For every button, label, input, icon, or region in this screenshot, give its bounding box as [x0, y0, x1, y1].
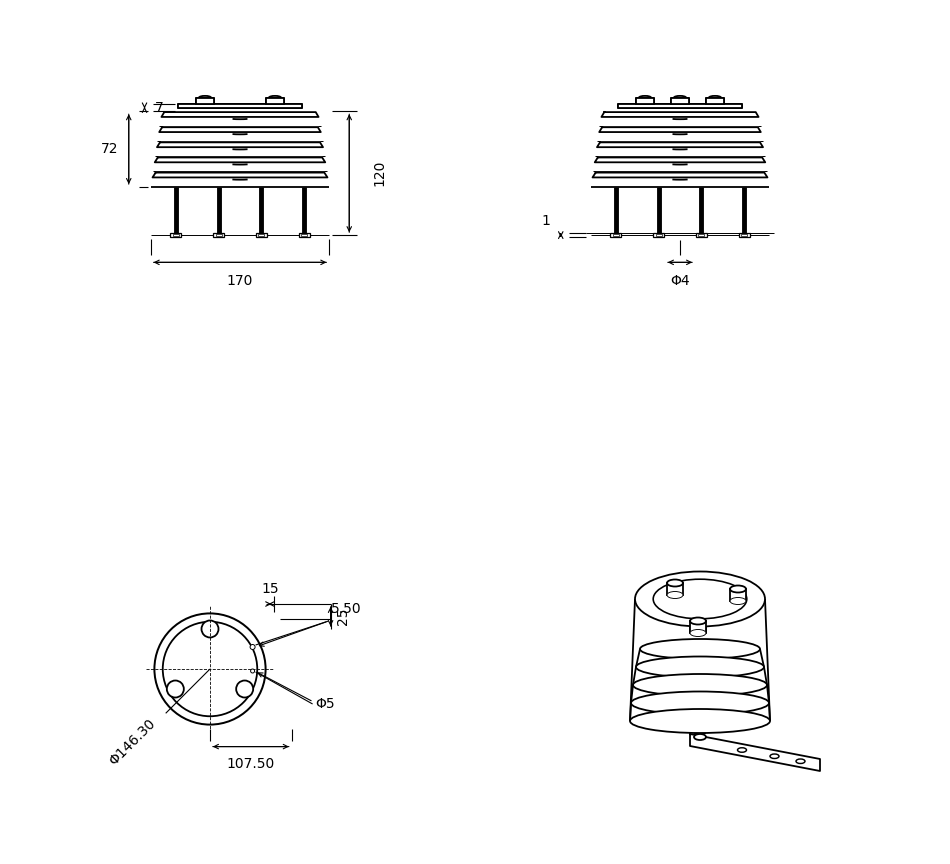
Ellipse shape — [770, 754, 779, 759]
Text: 15: 15 — [261, 582, 278, 596]
Bar — [667, 583, 683, 595]
Ellipse shape — [730, 598, 746, 605]
Bar — [618, 104, 743, 108]
Bar — [636, 98, 654, 104]
Bar — [672, 98, 689, 104]
Polygon shape — [595, 157, 766, 162]
Circle shape — [201, 620, 219, 638]
Text: Φ146.30: Φ146.30 — [107, 716, 159, 768]
Polygon shape — [599, 127, 761, 132]
Bar — [610, 233, 621, 238]
Bar — [178, 104, 302, 108]
Polygon shape — [157, 143, 323, 147]
Ellipse shape — [667, 580, 683, 587]
Bar — [173, 234, 179, 237]
Text: 1: 1 — [542, 214, 551, 228]
Text: Φ5: Φ5 — [315, 697, 335, 711]
Ellipse shape — [737, 747, 747, 753]
Text: Φ4: Φ4 — [670, 275, 690, 289]
Polygon shape — [160, 127, 321, 132]
Circle shape — [167, 681, 184, 697]
Ellipse shape — [730, 586, 746, 593]
Bar — [613, 234, 618, 237]
Ellipse shape — [694, 734, 706, 740]
Text: 5.50: 5.50 — [331, 602, 361, 616]
Bar — [653, 233, 664, 238]
Text: 120: 120 — [372, 160, 387, 187]
Ellipse shape — [654, 579, 747, 619]
Polygon shape — [601, 112, 758, 117]
Ellipse shape — [667, 592, 683, 599]
Text: 7: 7 — [155, 101, 163, 115]
Polygon shape — [162, 112, 318, 117]
Text: 72: 72 — [102, 143, 119, 156]
Bar — [197, 98, 214, 104]
Ellipse shape — [636, 657, 764, 677]
Bar — [739, 233, 750, 238]
Bar — [266, 98, 284, 104]
Circle shape — [251, 669, 255, 673]
Bar — [656, 234, 661, 237]
Circle shape — [237, 681, 253, 697]
Bar — [256, 233, 267, 238]
Ellipse shape — [635, 571, 765, 626]
Bar — [298, 233, 310, 238]
Polygon shape — [153, 173, 328, 177]
Bar — [258, 234, 264, 237]
Text: 170: 170 — [227, 275, 254, 289]
Circle shape — [155, 613, 266, 725]
Bar — [696, 233, 707, 238]
Ellipse shape — [690, 618, 706, 625]
Ellipse shape — [633, 674, 767, 696]
Bar — [730, 589, 746, 601]
Bar — [216, 234, 221, 237]
Circle shape — [162, 622, 257, 716]
Bar — [698, 234, 705, 237]
Bar — [301, 234, 307, 237]
Ellipse shape — [796, 759, 805, 764]
Bar — [706, 98, 724, 104]
Ellipse shape — [631, 691, 769, 715]
Ellipse shape — [630, 709, 770, 733]
Polygon shape — [690, 734, 820, 771]
Bar — [213, 233, 224, 238]
Text: 107.50: 107.50 — [227, 757, 275, 771]
Bar — [690, 621, 706, 633]
Text: 25: 25 — [335, 607, 350, 626]
Polygon shape — [597, 143, 763, 147]
Circle shape — [250, 645, 256, 650]
Ellipse shape — [640, 639, 760, 659]
Polygon shape — [593, 173, 768, 177]
Polygon shape — [155, 157, 325, 162]
Bar — [741, 234, 748, 237]
Ellipse shape — [690, 630, 706, 637]
Bar — [170, 233, 181, 238]
